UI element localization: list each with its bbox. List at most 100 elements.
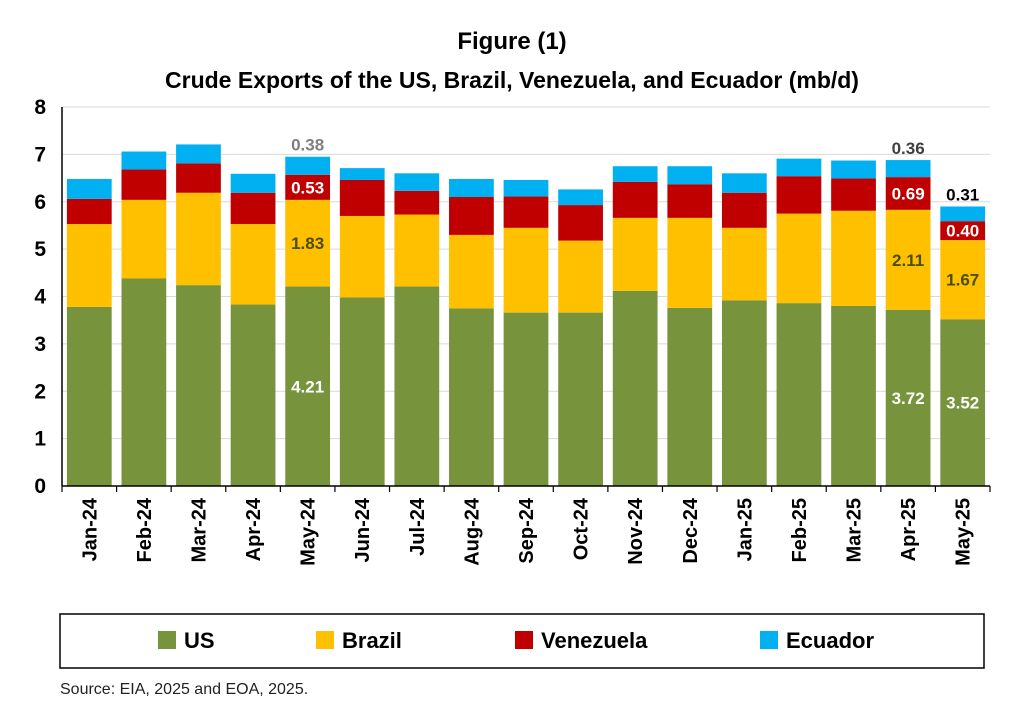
bar-us bbox=[394, 286, 440, 486]
data-label-us: 4.21 bbox=[291, 377, 324, 396]
bar-venezuela bbox=[667, 184, 713, 218]
bar-brazil bbox=[176, 192, 221, 286]
bar-venezuela bbox=[176, 163, 221, 193]
bar-ecuador bbox=[121, 151, 167, 170]
bar-brazil bbox=[66, 224, 112, 307]
bar-ecuador bbox=[230, 173, 276, 193]
x-tick-label: May-25 bbox=[953, 498, 975, 566]
x-tick-label: Oct-24 bbox=[571, 497, 593, 560]
bar-ecuador bbox=[940, 206, 986, 222]
bar-venezuela bbox=[394, 190, 440, 215]
bar-us bbox=[449, 308, 494, 486]
bar-venezuela bbox=[885, 177, 931, 210]
x-tick-label: Nov-24 bbox=[625, 497, 647, 565]
bar-ecuador bbox=[667, 166, 713, 185]
bar-venezuela bbox=[449, 197, 494, 235]
bars bbox=[66, 144, 986, 486]
bar-ecuador bbox=[176, 144, 221, 164]
bar-venezuela bbox=[612, 181, 658, 218]
bar-brazil bbox=[721, 227, 767, 301]
y-tick-label: 7 bbox=[34, 143, 46, 166]
bar-venezuela bbox=[285, 174, 331, 200]
y-tick-label: 2 bbox=[34, 380, 46, 403]
data-label-venezuela: 0.53 bbox=[291, 178, 324, 197]
x-tick-label: Jul-24 bbox=[407, 497, 429, 556]
source-note: Source: EIA, 2025 and EOA, 2025. bbox=[60, 681, 308, 698]
bar-us bbox=[885, 309, 931, 486]
x-tick-label: Aug-24 bbox=[461, 497, 483, 566]
x-tick-label: Feb-24 bbox=[134, 497, 156, 562]
bar-venezuela bbox=[776, 176, 822, 214]
legend-swatch-venezuela bbox=[515, 631, 533, 649]
bar-ecuador bbox=[831, 160, 876, 179]
y-tick-label: 0 bbox=[34, 475, 46, 498]
y-tick-label: 3 bbox=[34, 333, 46, 356]
bar-brazil bbox=[940, 240, 986, 320]
x-tick-label: Dec-24 bbox=[680, 497, 702, 563]
bar-ecuador bbox=[558, 189, 603, 206]
bar-ecuador bbox=[394, 173, 440, 191]
data-label-ecuador: 0.36 bbox=[892, 139, 925, 158]
y-tick-label: 8 bbox=[34, 96, 46, 119]
bar-us bbox=[558, 312, 603, 486]
x-tick-label: May-24 bbox=[298, 497, 320, 566]
data-label-venezuela: 0.40 bbox=[946, 222, 979, 241]
bar-ecuador bbox=[285, 156, 331, 175]
bar-brazil bbox=[449, 234, 494, 309]
y-tick-label: 1 bbox=[34, 428, 46, 451]
bar-brazil bbox=[558, 240, 603, 313]
bar-brazil bbox=[285, 199, 331, 287]
x-tick-label: Sep-24 bbox=[516, 497, 538, 563]
legend-label-us: US bbox=[184, 628, 215, 653]
bar-venezuela bbox=[558, 205, 603, 241]
data-label-us: 3.72 bbox=[892, 389, 925, 408]
axes: 0 1 2 3 4 5 6 7 8 Jan-24 Feb-24 Mar-24 Apr-24 May-24 J… bbox=[34, 96, 991, 566]
bar-brazil bbox=[121, 199, 167, 279]
bar-brazil bbox=[230, 224, 276, 305]
data-label-brazil: 1.83 bbox=[291, 234, 324, 253]
bar-venezuela bbox=[66, 198, 112, 225]
x-tick-label: Mar-24 bbox=[188, 497, 210, 562]
bar-ecuador bbox=[449, 179, 494, 198]
bar-ecuador bbox=[66, 179, 112, 199]
bar-brazil bbox=[612, 217, 658, 291]
bar-us bbox=[121, 278, 167, 486]
legend-swatch-brazil bbox=[316, 631, 334, 649]
data-labels: 4.21 1.83 0.53 0.38 3.72 2.11 0.69 0.36 3.52 1.67… bbox=[291, 136, 979, 413]
bar-us bbox=[66, 306, 112, 486]
data-label-brazil: 1.67 bbox=[946, 271, 979, 290]
data-label-ecuador: 0.38 bbox=[291, 136, 324, 155]
bar-brazil bbox=[339, 215, 385, 298]
chart-title: Figure (1) bbox=[457, 28, 566, 55]
legend: US Brazil Venezuela Ecuador bbox=[59, 613, 985, 669]
bar-brazil bbox=[776, 213, 822, 304]
bar-us bbox=[503, 312, 549, 486]
bar-us bbox=[176, 285, 221, 486]
bar-brazil bbox=[394, 214, 440, 287]
data-label-ecuador: 0.31 bbox=[946, 185, 979, 204]
bar-brazil bbox=[667, 217, 713, 308]
y-tick-label: 5 bbox=[34, 238, 46, 261]
bar-us bbox=[831, 305, 876, 486]
bar-ecuador bbox=[503, 179, 549, 197]
bar-brazil bbox=[503, 227, 549, 313]
y-tick-label: 4 bbox=[34, 286, 46, 309]
chart-subtitle: Crude Exports of the US, Brazil, Venezue… bbox=[165, 67, 859, 93]
x-tick-label: Feb-25 bbox=[789, 498, 811, 562]
x-tick-label: Apr-24 bbox=[243, 497, 265, 561]
bar-venezuela bbox=[721, 192, 767, 228]
bar-ecuador bbox=[612, 166, 658, 182]
bar-venezuela bbox=[503, 196, 549, 228]
bar-us bbox=[230, 304, 276, 486]
bar-ecuador bbox=[776, 158, 822, 177]
bar-ecuador bbox=[339, 168, 385, 180]
bar-venezuela bbox=[230, 192, 276, 225]
bar-venezuela bbox=[339, 179, 385, 216]
x-tick-label: Apr-25 bbox=[898, 498, 920, 561]
legend-label-brazil: Brazil bbox=[342, 628, 402, 653]
bar-venezuela bbox=[121, 169, 167, 200]
data-label-venezuela: 0.69 bbox=[892, 184, 925, 203]
bar-us bbox=[612, 290, 658, 486]
x-tick-label: Mar-25 bbox=[844, 498, 866, 562]
